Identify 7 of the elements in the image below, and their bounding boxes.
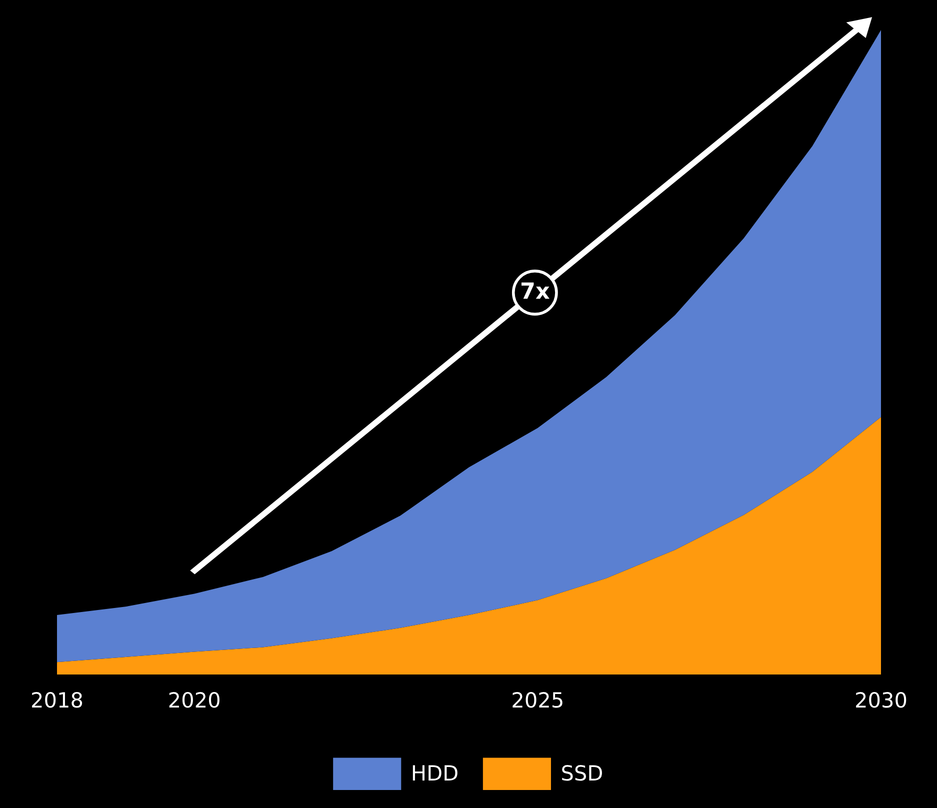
annotation: 7x (522, 282, 550, 299)
x-tick-label: 2030 (856, 692, 906, 708)
legend-label: SSD (562, 765, 602, 781)
legend-label: HDD (412, 765, 458, 780)
x-tick-label: 2020 (169, 692, 220, 708)
x-tick-label: 2018 (32, 692, 82, 708)
x-tick-label: 2025 (512, 692, 562, 708)
